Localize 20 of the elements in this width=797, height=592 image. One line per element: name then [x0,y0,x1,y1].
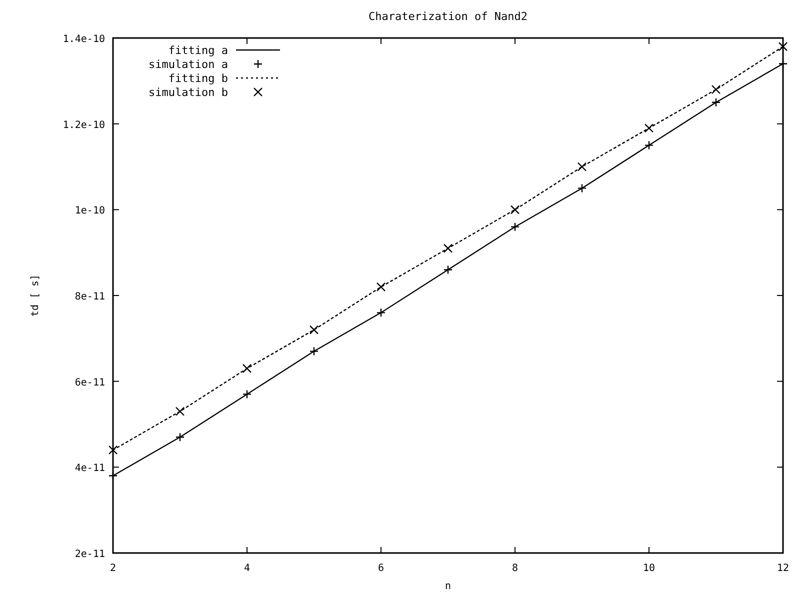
y-tick-label: 8e-11 [74,292,105,302]
legend-label: fitting b [168,72,228,85]
x-tick-label: 6 [378,563,384,574]
y-tick-label: 6e-11 [74,377,105,388]
x-tick-label: 10 [642,563,656,574]
y-tick-label: 1e-10 [74,206,105,217]
chart-title: Charaterization of Nand2 [368,10,528,23]
y-tick-label: 4e-11 [74,463,105,474]
y-tick-label: 1.4e-10 [62,34,105,45]
y-axis-title: td [ s] [30,274,41,317]
y-tick-label: 1.2e-10 [62,120,105,131]
x-tick-label: 8 [512,563,518,574]
legend-label: simulation a [148,58,228,71]
x-tick-label: 2 [110,563,116,574]
x-tick-label: 4 [244,563,250,574]
x-tick-label: 12 [776,563,790,574]
y-tick-label: 2e-11 [74,549,105,560]
x-axis-title: n [444,581,452,592]
legend-label: simulation b [148,86,228,99]
legend-label: fitting a [168,44,228,57]
